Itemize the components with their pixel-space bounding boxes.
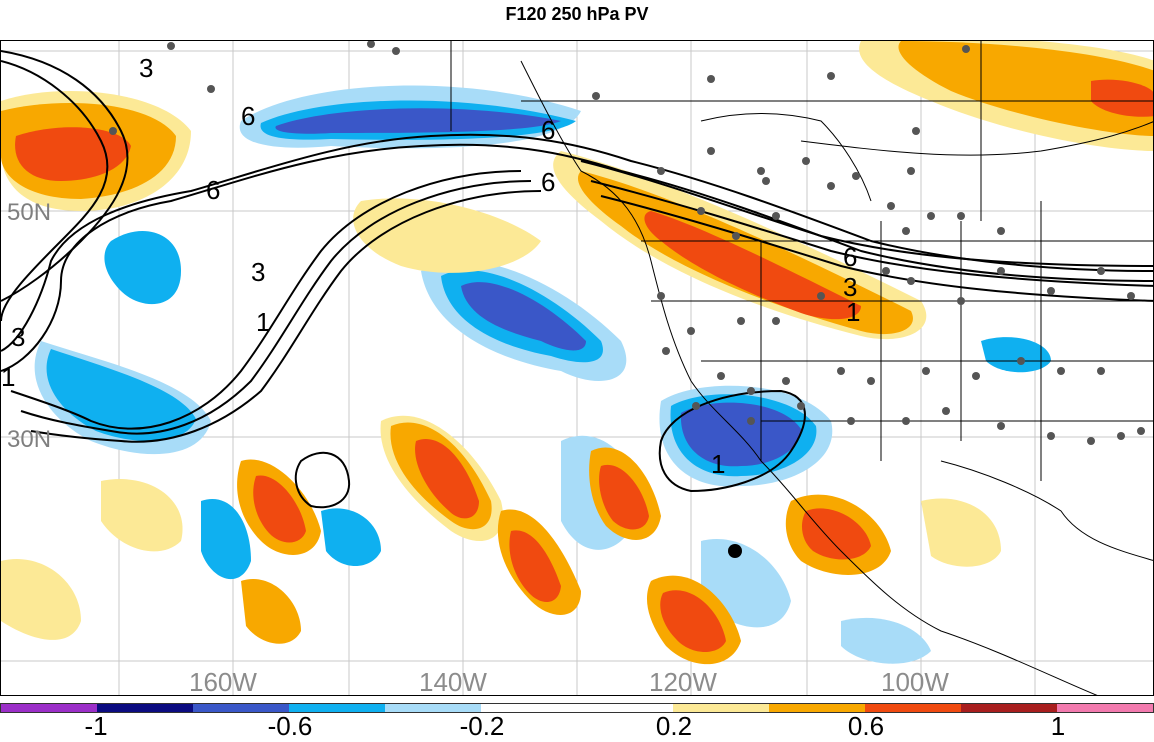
colorbar-ticks: -1 -0.6 -0.2 0.2 0.6 1 (0, 711, 1154, 741)
longitude-label-120w: 120W (649, 667, 717, 696)
map-title: F120 250 hPa PV (505, 4, 649, 24)
colorbar-swatch (865, 704, 961, 712)
colorbar-tick-label: 0.2 (655, 711, 693, 741)
contour-label: 6 (541, 115, 555, 145)
pv-contours (1, 50, 1153, 509)
colorbar-tick-label: -0.2 (459, 711, 505, 741)
colorbar-swatch (769, 704, 865, 712)
contour-label: 1 (256, 307, 270, 337)
latitude-label-30n: 30N (7, 426, 52, 453)
pv-map-canvas: 3 6 6 3 1 3 1 6 6 6 3 1 1 (1, 41, 1153, 695)
colorbar-tick-label: 1 (1050, 711, 1066, 741)
colorbar-swatch (673, 704, 769, 712)
map-panel[interactable]: 3 6 6 3 1 3 1 6 6 6 3 1 1 50N 30N 160W 1… (0, 40, 1154, 696)
colorbar-swatch (97, 704, 193, 712)
contour-label: 6 (843, 242, 857, 272)
contour-label-group: 3 6 6 3 1 3 1 6 6 6 3 1 1 (1, 53, 860, 479)
contour-label: 1 (1, 362, 15, 392)
boundaries (450, 41, 1153, 695)
colorbar-tick-label: 0.6 (847, 711, 885, 741)
longitude-label-100w: 100W (881, 667, 949, 696)
station-dots (109, 41, 1145, 445)
colorbar-swatch (1057, 704, 1153, 712)
longitude-label-160w: 160W (189, 667, 257, 696)
colorbar-tick-label: -1 (84, 711, 108, 741)
contour-label: 3 (251, 257, 265, 287)
latitude-label-50n: 50N (7, 199, 52, 226)
contour-label: 1 (846, 297, 860, 327)
positive-anomalies (1, 41, 1153, 665)
contour-label: 6 (206, 175, 220, 205)
colorbar-swatch (577, 704, 673, 712)
colorbar-swatch (193, 704, 289, 712)
colorbar-swatch (481, 704, 577, 712)
contour-label: 6 (541, 167, 555, 197)
contour-label: 6 (241, 101, 255, 131)
colorbar (0, 703, 1154, 713)
colorbar-swatch (961, 704, 1057, 712)
colorbar-swatch (1, 704, 97, 712)
longitude-label-140w: 140W (419, 667, 487, 696)
station-marker-highlight (728, 544, 742, 558)
contour-label: 3 (139, 53, 153, 83)
contour-label: 3 (11, 322, 25, 352)
colorbar-swatch (289, 704, 385, 712)
colorbar-tick-label: -0.6 (267, 711, 313, 741)
colorbar-swatch (385, 704, 481, 712)
contour-label: 3 (843, 272, 857, 302)
contour-label: 1 (711, 449, 725, 479)
